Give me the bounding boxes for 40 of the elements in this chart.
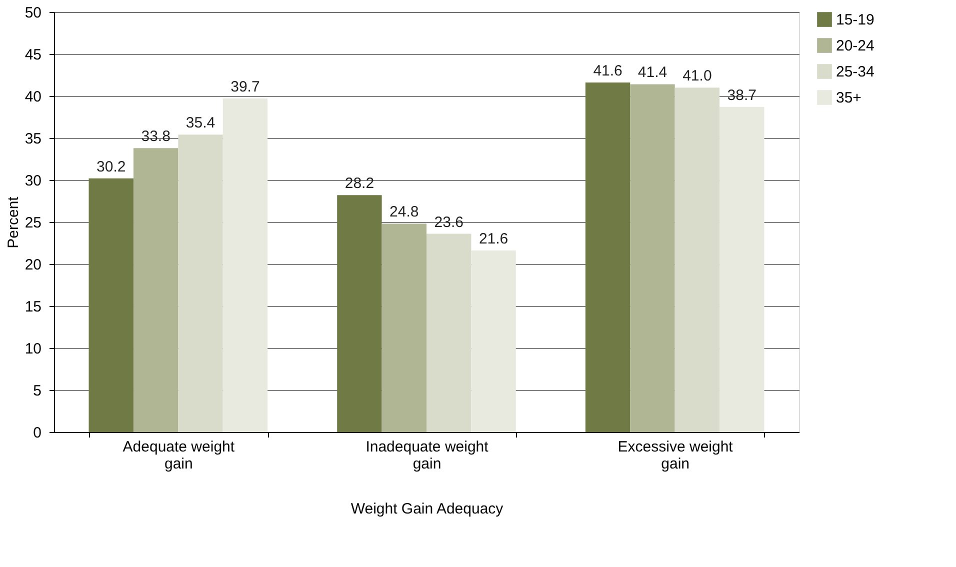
bar	[585, 82, 630, 432]
text: 41.4	[638, 64, 668, 82]
bar	[630, 84, 675, 432]
bar	[471, 250, 516, 432]
x-tick-label: Excessive weight gain	[618, 438, 734, 472]
y-axis-title: Percent	[4, 196, 22, 248]
x-tick-label: Inadequate weight gain	[366, 438, 490, 472]
text: 21.6	[478, 230, 508, 248]
y-tick-label: 35	[24, 130, 42, 148]
y-tick-label: 20	[24, 256, 42, 274]
legend-label: 20-24	[836, 38, 874, 54]
bar	[222, 98, 268, 432]
bar	[133, 148, 178, 432]
y-tick-label: 45	[24, 46, 42, 64]
bar	[426, 234, 472, 432]
y-tick-label: 10	[24, 340, 42, 358]
y-tick-label: 25	[24, 214, 42, 232]
bar	[382, 224, 426, 432]
y-tick-label: 15	[24, 298, 42, 316]
text: 39.7	[230, 78, 260, 96]
text: 24.8	[390, 204, 419, 221]
y-tick-label: 30	[24, 172, 42, 190]
y-tick-label: 0	[33, 424, 42, 442]
bar	[178, 134, 223, 432]
legend-label: 25-34	[836, 64, 874, 80]
bar	[337, 195, 382, 432]
bar	[674, 88, 720, 432]
y-tick-label: 5	[33, 382, 42, 400]
x-tick-label: Adequate weight gain	[122, 438, 236, 472]
text: 35.4	[186, 114, 216, 132]
bar	[88, 178, 134, 432]
text: 30.2	[96, 158, 126, 176]
legend-label: 35+	[836, 90, 862, 106]
y-tick-label: 50	[24, 4, 42, 22]
x-axis-title: Weight Gain Adequacy	[350, 500, 504, 518]
text: 41.6	[593, 62, 622, 80]
y-tick-label: 40	[24, 88, 42, 106]
bar	[720, 106, 764, 432]
text: 41.0	[682, 68, 712, 85]
legend-label: 15-19	[836, 12, 874, 28]
